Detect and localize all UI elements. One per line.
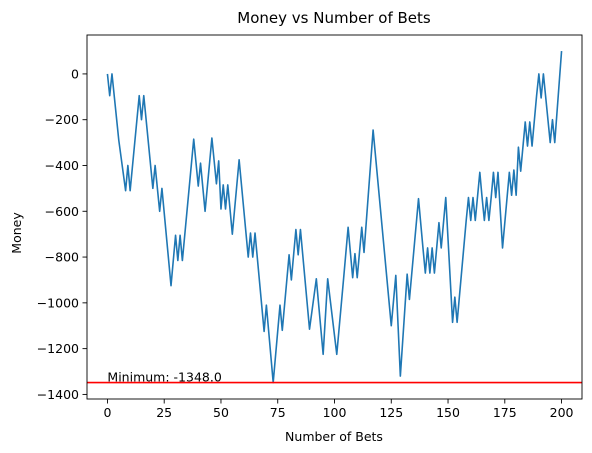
minimum-annotation: Minimum: -1348.0 — [107, 370, 221, 385]
y-tick-label: 0 — [71, 66, 79, 81]
y-tick-label: −200 — [45, 112, 79, 127]
x-tick-label: 150 — [436, 405, 460, 420]
x-tick-label: 50 — [213, 405, 229, 420]
y-tick-label: −800 — [45, 250, 79, 265]
y-axis-label: Money — [9, 212, 24, 254]
y-tick-label: −400 — [45, 158, 79, 173]
x-tick-label: 125 — [379, 405, 403, 420]
y-tick-label: −1000 — [37, 295, 79, 310]
plot-area: Minimum: -1348.0 0 25 50 75 100 125 150 175 200 −1… — [37, 34, 583, 420]
y-tick-label: −1200 — [37, 341, 79, 356]
x-axis-label: Number of Bets — [285, 429, 383, 444]
x-tick-label: 175 — [493, 405, 517, 420]
series-line-0 — [106, 50, 563, 384]
x-tick-label: 75 — [270, 405, 286, 420]
y-tick-label: −600 — [45, 204, 79, 219]
x-tick-label: 0 — [103, 405, 111, 420]
chart-title: Money vs Number of Bets — [237, 9, 431, 27]
x-tick-label: 100 — [323, 405, 347, 420]
y-tick-label: −1400 — [37, 387, 79, 402]
x-tick-label: 25 — [156, 405, 172, 420]
x-tick-label: 200 — [550, 405, 574, 420]
